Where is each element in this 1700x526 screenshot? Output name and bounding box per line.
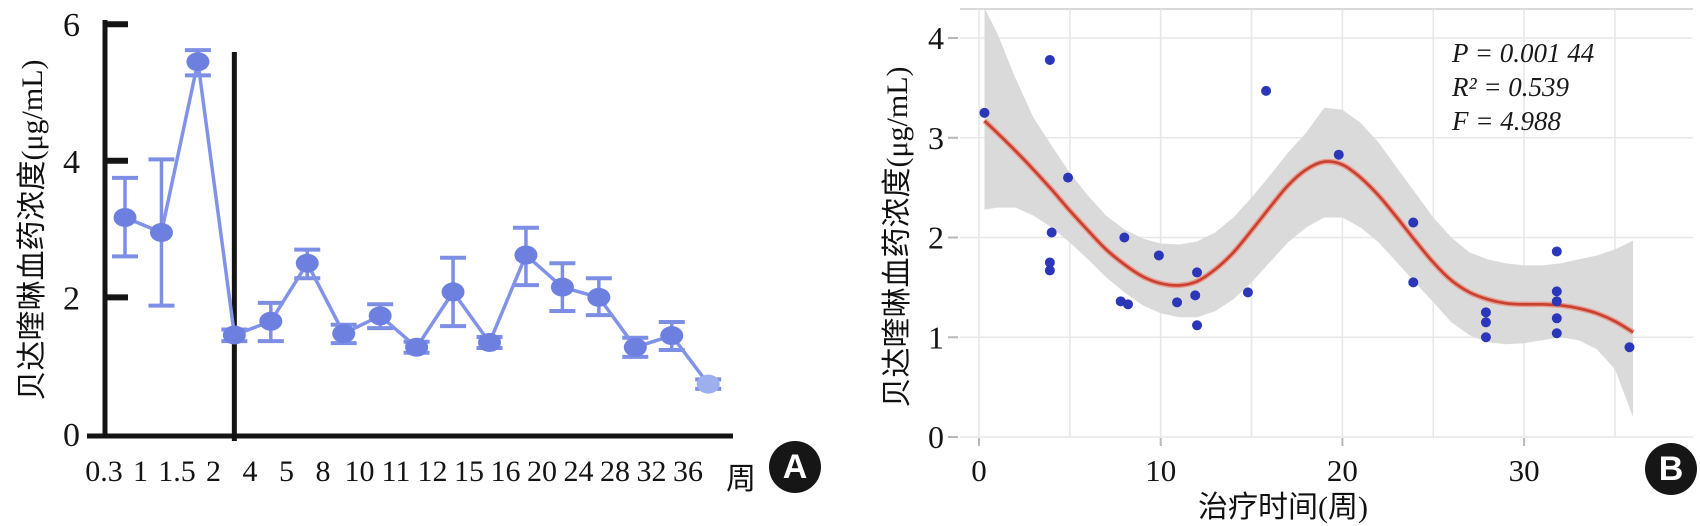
b-scatter-point [1122, 299, 1133, 310]
a-data-point [478, 332, 501, 352]
b-y-tick-label: 3 [928, 120, 944, 156]
b-scatter-point [1551, 313, 1562, 324]
b-scatter-point [1333, 149, 1344, 160]
a-data-point [550, 277, 574, 297]
a-x-category-label: 20 [527, 455, 557, 488]
a-data-point [405, 337, 429, 357]
b-y-tick-label: 0 [928, 419, 944, 455]
a-x-category-label: 1 [133, 455, 148, 488]
panel-b-x-axis-title: 治疗时间(周) [1198, 491, 1368, 524]
a-data-point [514, 245, 538, 265]
b-scatter-point [1044, 54, 1055, 65]
a-data-point [441, 282, 465, 302]
a-x-category-label: 28 [600, 455, 630, 488]
b-fit-curve [983, 119, 1634, 334]
a-y-tick-label: 6 [63, 7, 80, 44]
figure: 0 2 4 6 0.3 1 1.5 2 4 5 8 10 11 12 15 16 20 24 28 32 36 0 1 2 3 4… [16, 7, 1697, 524]
a-data-point [660, 326, 684, 346]
b-scatter-point [1551, 296, 1562, 307]
a-x-category-label: 36 [673, 455, 703, 488]
b-scatter-point [1408, 277, 1419, 288]
a-x-category-label: 1.5 [158, 455, 196, 488]
b-scatter-point [1192, 320, 1203, 331]
a-y-tick-label: 2 [63, 280, 80, 317]
a-series-line [124, 60, 710, 386]
panel-a-y-axis-title: 贝达喹啉血药浓度(μg/mL) [16, 59, 49, 401]
b-y-tick-label: 4 [928, 20, 944, 56]
a-data-point [696, 374, 720, 394]
a-data-point [259, 311, 283, 331]
a-x-category-label: 12 [418, 455, 448, 488]
b-scatter-point [979, 107, 990, 118]
stat-p-value: P = 0.001 44 [1452, 38, 1595, 68]
a-x-category-label: 4 [243, 455, 258, 488]
panel-b-y-axis-title: 贝达喹啉血药浓度(μg/mL) [881, 66, 914, 408]
a-data-point [332, 324, 356, 344]
b-scatter-point [1480, 307, 1491, 318]
a-x-category-label: 32 [637, 455, 667, 488]
b-scatter-point [1551, 328, 1562, 339]
a-y-tick-label: 4 [63, 144, 80, 181]
panel-b-badge: B [1645, 443, 1697, 495]
stat-r-squared: R² = 0.539 [1452, 72, 1570, 102]
a-x-category-label: 11 [382, 455, 411, 488]
b-scatter-point [1480, 317, 1491, 328]
a-x-category-label: 2 [206, 455, 221, 488]
b-scatter-point [1261, 85, 1272, 96]
a-data-point [623, 337, 647, 357]
b-scatter-point [1190, 290, 1201, 301]
b-x-tick-label: 20 [1327, 453, 1358, 488]
b-scatter-point [1408, 217, 1419, 228]
b-scatter-point [1044, 257, 1055, 268]
panel-b-stats-block: P = 0.001 44 R² = 0.539 F = 4.988 [1452, 36, 1594, 138]
a-data-point [113, 207, 137, 227]
b-scatter-point [1624, 342, 1635, 353]
b-scatter-point [1242, 287, 1253, 298]
stat-f-value: F = 4.988 [1452, 106, 1561, 136]
b-scatter-point [1551, 286, 1562, 297]
b-scatter-point [1551, 246, 1562, 257]
b-y-tick-label: 1 [928, 319, 944, 355]
b-confidence-band [984, 9, 1634, 418]
b-scatter-point [1480, 332, 1491, 343]
a-data-point [149, 223, 173, 243]
a-x-category-label: 5 [279, 455, 294, 488]
panel-a-badge: A [769, 441, 821, 493]
b-x-tick-label: 0 [971, 453, 987, 488]
a-x-category-label: 0.3 [85, 455, 123, 488]
a-x-category-label: 10 [345, 455, 375, 488]
a-x-category-label: 24 [564, 455, 594, 488]
a-data-point [186, 52, 210, 72]
a-data-point [295, 253, 319, 273]
b-scatter-point [1119, 232, 1130, 243]
b-x-tick-label: 10 [1145, 453, 1176, 488]
b-x-tick-label: 30 [1509, 453, 1540, 488]
a-y-tick-label: 0 [63, 417, 80, 454]
panel-a-x-unit-label: 周 [726, 463, 756, 496]
a-x-category-label: 8 [316, 455, 331, 488]
a-data-point [222, 325, 246, 345]
a-x-category-label: 15 [454, 455, 484, 488]
b-scatter-point [1153, 250, 1164, 261]
a-data-point [587, 287, 611, 307]
a-data-point [368, 306, 392, 326]
b-scatter-point [1044, 265, 1055, 276]
b-scatter-point [1172, 297, 1183, 308]
b-scatter-point [1063, 172, 1074, 183]
b-scatter-point [1046, 227, 1057, 238]
b-y-tick-label: 2 [928, 220, 944, 256]
a-x-category-label: 16 [491, 455, 521, 488]
b-scatter-point [1192, 267, 1203, 278]
